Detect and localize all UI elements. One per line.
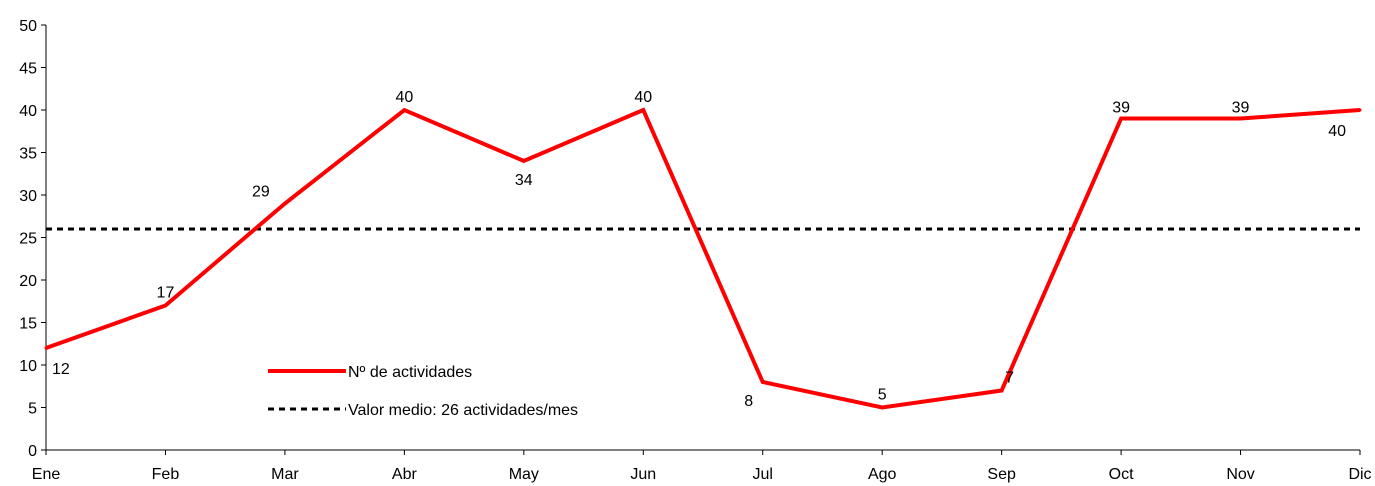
- y-tick-label: 30: [19, 188, 37, 205]
- data-label: 29: [252, 184, 270, 201]
- x-tick-label: Dic: [1348, 466, 1371, 483]
- y-tick-label: 50: [19, 18, 37, 35]
- y-tick-label: 25: [19, 231, 37, 248]
- legend-label-average: Valor medio: 26 actividades/mes: [348, 402, 578, 419]
- data-point: [1000, 389, 1004, 392]
- data-label: 12: [52, 361, 70, 378]
- y-tick-label: 5: [28, 401, 37, 418]
- data-point: [283, 202, 287, 205]
- data-label: 5: [878, 387, 887, 404]
- data-point: [44, 346, 48, 350]
- series-line-activities: [45, 107, 1361, 410]
- x-tick-label: Feb: [152, 466, 180, 483]
- data-label: 39: [1112, 100, 1130, 117]
- x-tick-label: Abr: [392, 466, 418, 483]
- data-point: [761, 380, 765, 384]
- data-label: 39: [1232, 100, 1250, 117]
- x-tick-label: May: [509, 466, 539, 483]
- data-point: [522, 159, 526, 163]
- data-point: [880, 406, 884, 409]
- data-label: 40: [634, 89, 652, 106]
- data-label: 40: [1328, 123, 1346, 140]
- x-tick-label: Nov: [1226, 466, 1254, 483]
- data-point: [402, 108, 406, 112]
- data-point: [641, 108, 645, 112]
- x-tick-label: Oct: [1109, 466, 1134, 483]
- data-point: [1119, 117, 1123, 120]
- data-label: 7: [1005, 370, 1014, 387]
- data-label: 17: [157, 285, 175, 302]
- x-tick-label: Jul: [753, 466, 773, 483]
- data-label: 8: [744, 393, 753, 410]
- x-tick-label: Sep: [987, 466, 1016, 483]
- y-tick-label: 15: [19, 316, 37, 333]
- legend-label-activities: Nº de actividades: [348, 364, 472, 381]
- y-tick-label: 0: [28, 443, 37, 460]
- y-tick-label: 40: [19, 103, 37, 120]
- data-point: [1239, 117, 1243, 120]
- data-label: 40: [395, 89, 413, 106]
- y-tick-label: 35: [19, 146, 37, 163]
- y-tick-label: 20: [19, 273, 37, 290]
- data-label: 34: [515, 172, 533, 189]
- data-point: [163, 304, 167, 307]
- data-point: [1358, 108, 1362, 112]
- x-tick-label: Mar: [271, 466, 299, 483]
- x-tick-label: Ago: [868, 466, 897, 483]
- x-tick-label: Ene: [32, 466, 61, 483]
- y-tick-label: 10: [19, 358, 37, 375]
- y-tick-label: 45: [19, 61, 37, 78]
- x-tick-label: Jun: [630, 466, 656, 483]
